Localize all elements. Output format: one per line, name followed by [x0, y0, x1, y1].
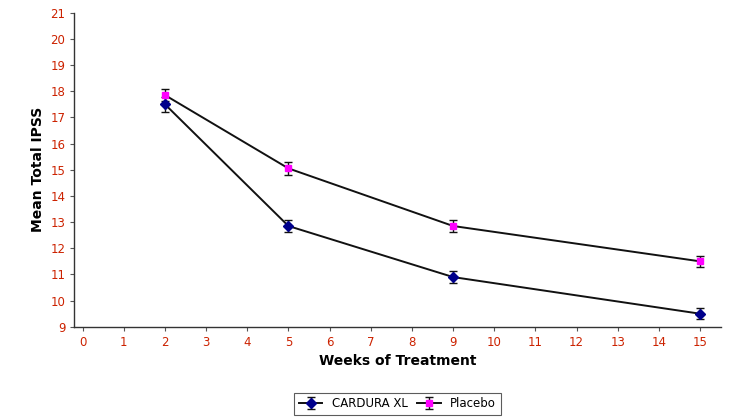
- Legend: CARDURA XL, Placebo: CARDURA XL, Placebo: [294, 393, 501, 415]
- Y-axis label: Mean Total IPSS: Mean Total IPSS: [30, 107, 45, 232]
- X-axis label: Weeks of Treatment: Weeks of Treatment: [319, 354, 476, 368]
